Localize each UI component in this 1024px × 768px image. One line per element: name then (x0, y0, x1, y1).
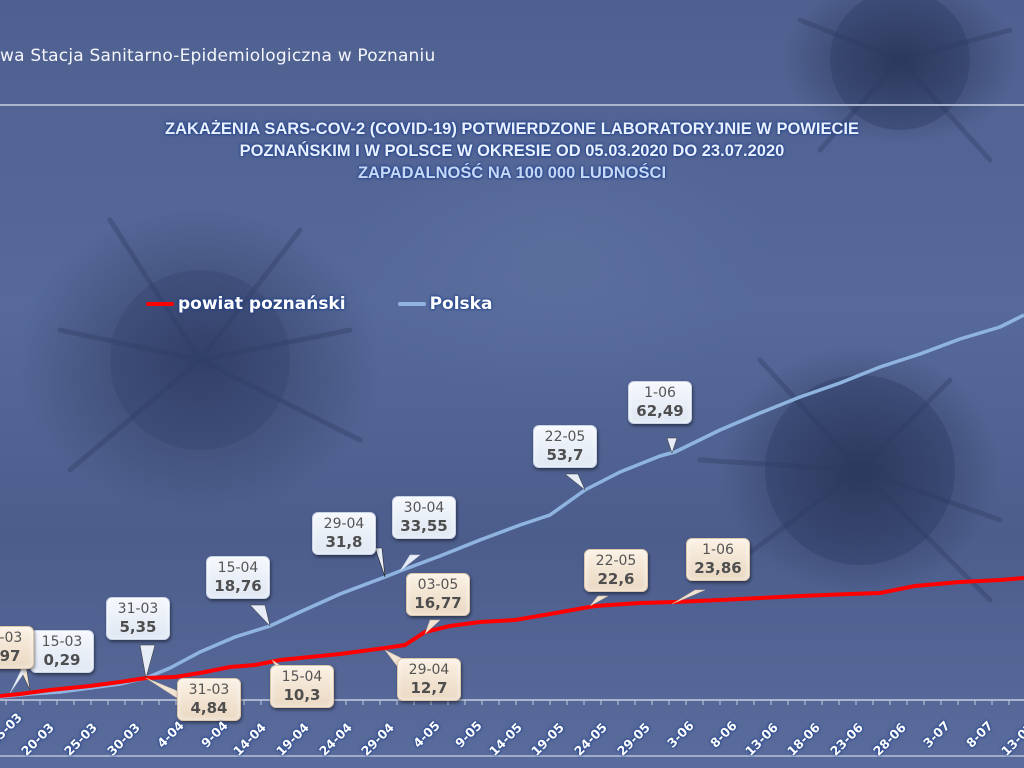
legend-swatch-powiat (146, 302, 174, 306)
chart-title: ZAKAŻENIA SARS-COV-2 (COVID-19) POTWIERD… (0, 118, 1024, 184)
callout-date: 15-03 (0, 630, 23, 646)
callout-powiat-31-03: 31-03 4,84 (177, 678, 241, 721)
callout-value: 4,84 (190, 699, 228, 717)
legend-swatch-polska (397, 302, 426, 306)
callout-value: 33,55 (400, 517, 448, 535)
callout-value: 0,97 (0, 647, 21, 665)
callout-powiat-03-05: 03-05 16,77 (406, 573, 470, 616)
callout-value: 31,8 (325, 533, 363, 551)
legend-item-powiat: powiat poznański (146, 294, 346, 314)
callout-polska-29-04: 29-04 31,8 (312, 512, 376, 555)
callout-polska-22-05: 22-05 53,7 (533, 425, 597, 468)
callout-value: 5,35 (119, 618, 157, 636)
callout-date: 15-03 (41, 634, 83, 650)
chart-title-line1: ZAKAŻENIA SARS-COV-2 (COVID-19) POTWIERD… (165, 120, 859, 138)
callout-date: 1-06 (702, 542, 734, 558)
callout-powiat-22-05: 22-05 22,6 (584, 549, 648, 592)
callout-date: 29-04 (323, 516, 365, 532)
callout-date: 15-04 (281, 669, 323, 685)
callout-value: 53,7 (546, 446, 584, 464)
legend-label-powiat: powiat poznański (178, 294, 346, 314)
callout-value: 12,7 (410, 679, 448, 697)
callout-polska-30-04: 30-04 33,55 (392, 496, 456, 539)
callout-date: 29-04 (408, 662, 450, 678)
callout-polska-31-03: 31-03 5,35 (106, 597, 170, 640)
callout-polska-15-03: 15-03 0,29 (30, 630, 94, 673)
callout-date: 31-03 (188, 682, 230, 698)
callout-value: 10,3 (283, 686, 321, 704)
callout-value: 23,86 (694, 559, 742, 577)
header-divider (0, 104, 1024, 106)
callout-value: 0,29 (43, 651, 81, 669)
legend-item-polska: Polska (397, 294, 493, 314)
legend-label-polska: Polska (429, 294, 493, 314)
chart-subtitle: ZAPADALNOŚĆ NA 100 000 LUDNOŚCI (357, 164, 667, 182)
callout-date: 22-05 (595, 553, 637, 569)
callout-date: 03-05 (417, 577, 459, 593)
chart-legend: powiat poznański Polska (146, 294, 524, 314)
chart-title-line2: POZNAŃSKIM I W POLSCE W OKRESIE OD 05.03… (239, 142, 785, 160)
callout-powiat-15-04: 15-04 10,3 (270, 665, 334, 708)
callout-polska-15-04: 15-04 18,76 (206, 556, 270, 599)
callout-powiat-1-06: 1-06 23,86 (686, 538, 750, 581)
callout-date: 22-05 (544, 429, 586, 445)
callout-date: 30-04 (403, 500, 445, 516)
callout-date: 31-03 (117, 601, 159, 617)
callout-value: 18,76 (214, 577, 262, 595)
series-line-powiat (0, 576, 1024, 698)
callout-pointers (9, 437, 706, 701)
callout-value: 22,6 (597, 570, 635, 588)
callout-value: 62,49 (636, 402, 684, 420)
callout-powiat-29-04: 29-04 12,7 (397, 658, 461, 701)
callout-date: 15-04 (217, 560, 259, 576)
callout-value: 16,77 (414, 594, 462, 612)
callout-date: 1-06 (644, 385, 676, 401)
organization-title: wa Stacja Sanitarno-Epidemiologiczna w P… (0, 46, 436, 66)
callout-polska-1-06: 1-06 62,49 (628, 381, 692, 424)
callout-powiat-15-03: 15-03 0,97 (0, 626, 34, 669)
